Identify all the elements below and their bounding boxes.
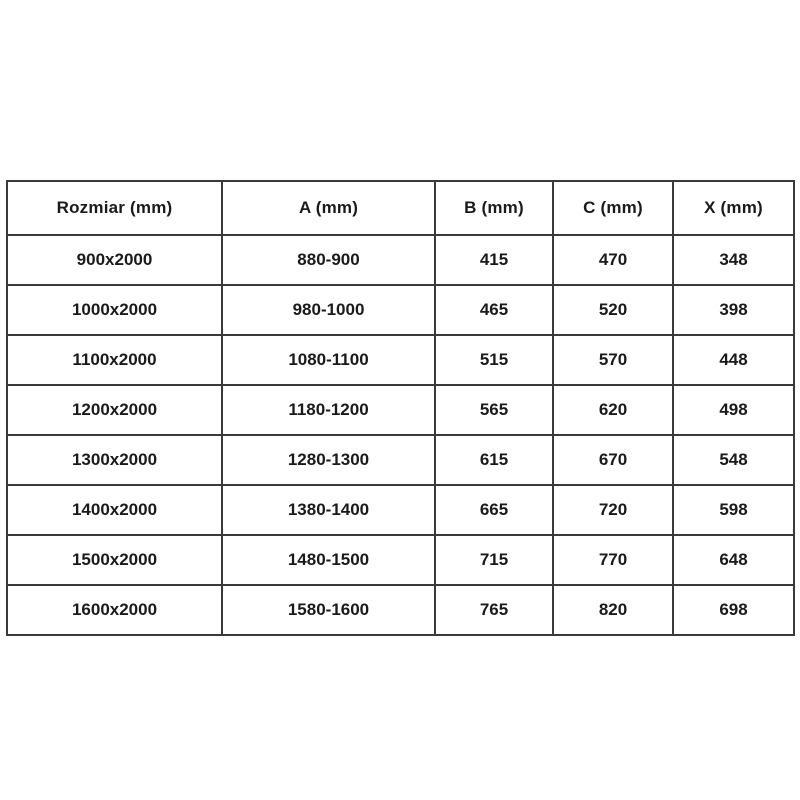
cell-x: 448: [672, 334, 795, 386]
cell-size: 1400x2000: [6, 484, 223, 536]
table-row: 1200x2000 1180-1200 565 620 498: [6, 384, 795, 436]
cell-c: 670: [552, 434, 674, 486]
cell-x: 498: [672, 384, 795, 436]
dimensions-table-container: Rozmiar (mm) A (mm) B (mm) C (mm) X (mm)…: [6, 180, 795, 636]
cell-c: 720: [552, 484, 674, 536]
cell-size: 1300x2000: [6, 434, 223, 486]
column-header-b: B (mm): [434, 180, 554, 236]
cell-size: 1200x2000: [6, 384, 223, 436]
column-header-x: X (mm): [672, 180, 795, 236]
cell-x: 648: [672, 534, 795, 586]
cell-x: 348: [672, 234, 795, 286]
cell-a: 1380-1400: [221, 484, 436, 536]
cell-c: 520: [552, 284, 674, 336]
cell-a: 1080-1100: [221, 334, 436, 386]
cell-b: 665: [434, 484, 554, 536]
cell-b: 465: [434, 284, 554, 336]
cell-a: 980-1000: [221, 284, 436, 336]
cell-x: 548: [672, 434, 795, 486]
cell-b: 615: [434, 434, 554, 486]
column-header-c: C (mm): [552, 180, 674, 236]
cell-size: 1500x2000: [6, 534, 223, 586]
cell-size: 1100x2000: [6, 334, 223, 386]
table-row: 1400x2000 1380-1400 665 720 598: [6, 484, 795, 536]
column-header-size: Rozmiar (mm): [6, 180, 223, 236]
cell-b: 565: [434, 384, 554, 436]
cell-size: 900x2000: [6, 234, 223, 286]
cell-b: 415: [434, 234, 554, 286]
table-row: 1300x2000 1280-1300 615 670 548: [6, 434, 795, 486]
cell-size: 1600x2000: [6, 584, 223, 636]
table-body: 900x2000 880-900 415 470 348 1000x2000 9…: [6, 234, 795, 636]
table-row: 1100x2000 1080-1100 515 570 448: [6, 334, 795, 386]
dimensions-table: Rozmiar (mm) A (mm) B (mm) C (mm) X (mm)…: [6, 180, 795, 636]
table-header: Rozmiar (mm) A (mm) B (mm) C (mm) X (mm): [6, 180, 795, 236]
cell-x: 698: [672, 584, 795, 636]
table-row: 1600x2000 1580-1600 765 820 698: [6, 584, 795, 636]
cell-size: 1000x2000: [6, 284, 223, 336]
cell-c: 820: [552, 584, 674, 636]
cell-c: 470: [552, 234, 674, 286]
cell-b: 515: [434, 334, 554, 386]
column-header-a: A (mm): [221, 180, 436, 236]
cell-c: 570: [552, 334, 674, 386]
cell-a: 1480-1500: [221, 534, 436, 586]
cell-a: 1280-1300: [221, 434, 436, 486]
cell-a: 880-900: [221, 234, 436, 286]
cell-x: 598: [672, 484, 795, 536]
cell-b: 715: [434, 534, 554, 586]
table-row: 1500x2000 1480-1500 715 770 648: [6, 534, 795, 586]
table-header-row: Rozmiar (mm) A (mm) B (mm) C (mm) X (mm): [6, 180, 795, 236]
table-row: 900x2000 880-900 415 470 348: [6, 234, 795, 286]
cell-a: 1580-1600: [221, 584, 436, 636]
table-row: 1000x2000 980-1000 465 520 398: [6, 284, 795, 336]
cell-x: 398: [672, 284, 795, 336]
cell-a: 1180-1200: [221, 384, 436, 436]
cell-b: 765: [434, 584, 554, 636]
cell-c: 620: [552, 384, 674, 436]
cell-c: 770: [552, 534, 674, 586]
